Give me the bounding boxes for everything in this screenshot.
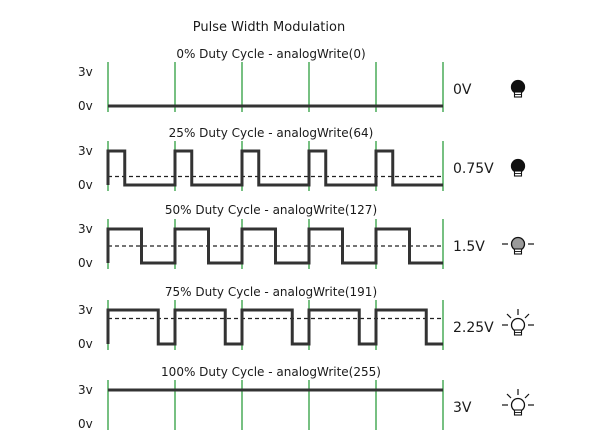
panel-title: 25% Duty Cycle - analogWrite(64) bbox=[169, 126, 374, 140]
figure-title: Pulse Width Modulation bbox=[193, 20, 345, 35]
pwm-panel: 25% Duty Cycle - analogWrite(64) 3v 0v 0.75… bbox=[78, 126, 526, 192]
bulb-dim-icon bbox=[502, 236, 534, 255]
pwm-signal bbox=[106, 308, 443, 346]
pwm-panel: 50% Duty Cycle - analogWrite(127) 3v 0v 1.5… bbox=[78, 203, 534, 270]
voltage-label: 0V bbox=[453, 82, 472, 98]
y-label-high: 3v bbox=[78, 65, 93, 79]
bulb-bright-icon bbox=[502, 309, 534, 336]
panel-title: 0% Duty Cycle - analogWrite(0) bbox=[176, 47, 365, 61]
pwm-signal bbox=[106, 227, 443, 265]
pwm-signal bbox=[106, 149, 443, 187]
y-label-low: 0v bbox=[78, 417, 93, 431]
voltage-label: 1.5V bbox=[453, 239, 485, 255]
y-label-high: 3v bbox=[78, 222, 93, 236]
y-label-low: 0v bbox=[78, 256, 93, 270]
voltage-label: 2.25V bbox=[453, 320, 494, 336]
panel-title: 50% Duty Cycle - analogWrite(127) bbox=[165, 203, 377, 217]
pwm-panel: 75% Duty Cycle - analogWrite(191) 3v 0v 2.2… bbox=[78, 285, 534, 351]
y-label-high: 3v bbox=[78, 303, 93, 317]
y-label-low: 0v bbox=[78, 337, 93, 351]
voltage-label: 0.75V bbox=[453, 161, 494, 177]
panel-title: 100% Duty Cycle - analogWrite(255) bbox=[161, 365, 381, 379]
voltage-label: 3V bbox=[453, 400, 472, 416]
y-label-low: 0v bbox=[78, 99, 93, 113]
y-label-high: 3v bbox=[78, 383, 93, 397]
pwm-panel: 0% Duty Cycle - analogWrite(0) 3v 0v 0V bbox=[78, 47, 526, 113]
y-label-high: 3v bbox=[78, 144, 93, 158]
panel-title: 75% Duty Cycle - analogWrite(191) bbox=[165, 285, 377, 299]
bulb-bright-icon bbox=[502, 389, 534, 416]
y-label-low: 0v bbox=[78, 178, 93, 192]
pwm-panel: 100% Duty Cycle - analogWrite(255) 3v 0v 3V bbox=[78, 365, 534, 431]
bulb-off-icon bbox=[510, 158, 526, 177]
bulb-off-icon bbox=[510, 79, 526, 98]
